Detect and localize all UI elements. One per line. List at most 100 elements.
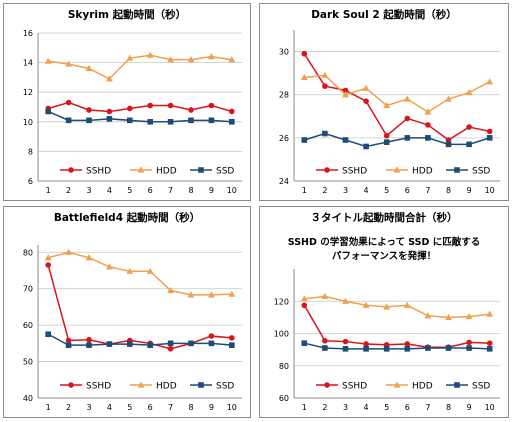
- data-point: [301, 302, 308, 309]
- chart-plot-darksoul2: 24 26 28 30 1 2 3 4 5 6 7 8 9 10 SSHD HDD SSD: [279, 30, 500, 195]
- data-point: [322, 337, 328, 344]
- legend-label: SSHD: [86, 382, 111, 392]
- x-tick-label: 9: [209, 186, 214, 195]
- data-point: [301, 50, 308, 57]
- legend-marker: [198, 167, 204, 173]
- data-point: [44, 57, 52, 64]
- x-tick-label: 7: [168, 403, 173, 412]
- data-point: [86, 342, 92, 348]
- chart-plot-total: 60 80 100 120 1 2 3 4 5 6 7 8 9 10 SSHD HDD SSD: [274, 269, 500, 412]
- x-tick-label: 9: [209, 403, 214, 412]
- data-point: [466, 345, 472, 351]
- x-tick-label: 1: [46, 403, 51, 412]
- chart-panel-skyrim: Skyrim 起動時間（秒） 6 8 10 12 14 16 1 2 3 4 5 6 7 8 9 10 SSHD…: [3, 3, 251, 201]
- data-point: [45, 331, 51, 338]
- data-point: [424, 312, 432, 319]
- legend-marker: [137, 381, 145, 388]
- data-point: [65, 248, 72, 255]
- x-tick-label: 7: [168, 186, 173, 195]
- data-point: [229, 108, 235, 115]
- data-point: [208, 117, 215, 124]
- data-point: [146, 51, 154, 58]
- data-point: [187, 56, 195, 63]
- data-point: [342, 346, 349, 352]
- data-point: [383, 346, 390, 352]
- x-tick-label: 8: [188, 186, 193, 195]
- data-point: [445, 95, 452, 102]
- data-point: [86, 117, 92, 124]
- series-line: [48, 251, 232, 296]
- data-point: [147, 119, 153, 125]
- y-tick-label: 24: [279, 177, 289, 186]
- data-point: [147, 102, 153, 109]
- series-line: [304, 74, 491, 113]
- data-point: [300, 295, 308, 302]
- data-point: [127, 117, 133, 124]
- data-point: [342, 137, 349, 143]
- data-point: [188, 340, 194, 347]
- data-point: [65, 117, 72, 124]
- x-tick-label: 7: [425, 403, 430, 412]
- data-point: [106, 108, 113, 115]
- data-point: [229, 342, 235, 348]
- series-hdd: [300, 71, 494, 115]
- data-point: [85, 64, 93, 72]
- legend-label: HDD: [156, 382, 177, 392]
- data-point: [404, 341, 411, 347]
- y-tick-label: 16: [23, 29, 33, 38]
- x-tick-label: 10: [485, 403, 495, 412]
- legend: SSHD HDD SSD: [316, 381, 490, 392]
- y-tick-label: 60: [279, 394, 289, 403]
- data-point: [486, 340, 493, 346]
- legend-marker: [393, 381, 401, 388]
- data-point: [486, 310, 494, 317]
- data-point: [486, 346, 493, 352]
- legend-label: SSD: [216, 382, 234, 392]
- y-tick-label: 60: [23, 321, 33, 330]
- chart-callout-line-1: SSHD の学習効果によって SSD に匹敵する: [287, 237, 481, 248]
- x-tick-label: 2: [66, 403, 71, 412]
- data-point: [188, 107, 194, 113]
- x-tick-label: 2: [322, 186, 327, 195]
- series-sshd: [45, 262, 235, 352]
- y-tick-label: 10: [23, 118, 33, 127]
- legend-marker: [324, 382, 330, 388]
- series-line: [47, 101, 233, 113]
- x-tick-label: 10: [227, 186, 237, 195]
- data-point: [106, 75, 113, 82]
- legend: SSHD HDD SSD: [60, 166, 234, 177]
- legend-marker: [137, 166, 145, 173]
- x-tick-label: 3: [86, 186, 91, 195]
- data-point: [445, 137, 452, 143]
- data-point: [167, 286, 174, 294]
- legend-label: HDD: [156, 167, 177, 177]
- x-tick-label: 4: [364, 403, 369, 412]
- y-tick-label: 28: [279, 91, 289, 100]
- data-point: [383, 101, 391, 109]
- data-point: [208, 340, 215, 347]
- data-point: [322, 345, 328, 351]
- series-line: [304, 132, 490, 148]
- legend-label: SSHD: [342, 382, 367, 392]
- legend-marker: [454, 167, 460, 173]
- legend-marker: [198, 382, 204, 388]
- data-point: [363, 346, 369, 352]
- data-point: [126, 54, 134, 61]
- data-point: [126, 267, 134, 274]
- data-point: [106, 341, 113, 347]
- series-line: [47, 333, 232, 346]
- data-point: [147, 342, 153, 348]
- y-tick-label: 8: [28, 147, 33, 156]
- legend-marker: [454, 382, 460, 388]
- y-tick-label: 50: [23, 358, 33, 367]
- x-tick-label: 8: [446, 186, 451, 195]
- data-point: [300, 73, 308, 81]
- chart-panel-battlefield4: Battlefield4 起動時間（秒） 40 50 60 70 80 1 2 3 4 5 6 7 8 9…: [3, 206, 251, 418]
- data-point: [486, 128, 493, 135]
- series-line: [304, 342, 490, 350]
- data-point: [383, 139, 390, 145]
- data-point: [383, 303, 391, 310]
- data-point: [404, 346, 411, 352]
- data-point: [403, 95, 411, 102]
